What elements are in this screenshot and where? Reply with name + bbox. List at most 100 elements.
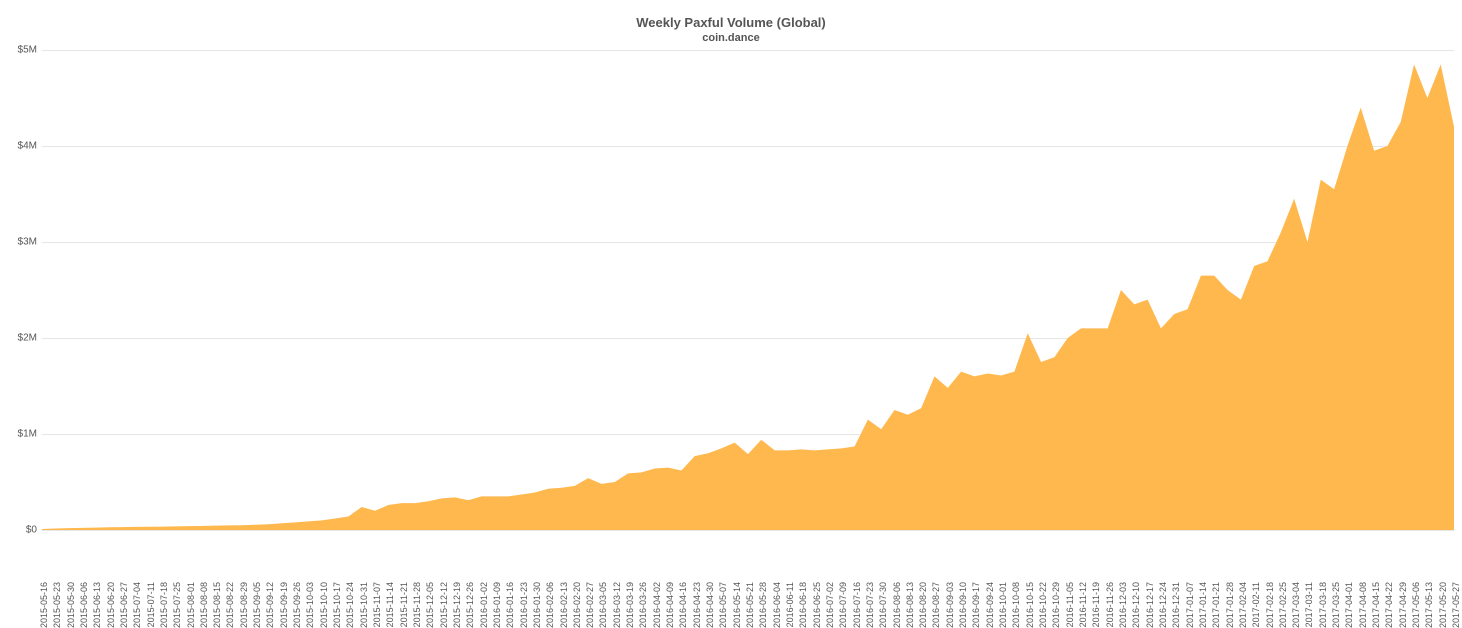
chart-container: Weekly Paxful Volume (Global) coin.dance… [0, 0, 1462, 585]
x-tick-label: 2017-05-20 [1438, 582, 1448, 628]
chart-title: Weekly Paxful Volume (Global) [0, 15, 1462, 30]
x-tick-label: 2015-10-10 [319, 582, 329, 628]
x-tick-label: 2016-03-05 [598, 582, 608, 628]
x-tick-label: 2015-06-06 [79, 582, 89, 628]
x-tick-label: 2017-02-11 [1251, 582, 1261, 627]
area-fill [42, 64, 1454, 530]
x-tick-label: 2016-08-20 [918, 582, 928, 628]
x-tick-label: 2016-08-27 [931, 582, 941, 628]
x-tick-label: 2016-01-30 [532, 582, 542, 628]
x-tick-label: 2016-12-03 [1118, 582, 1128, 628]
x-tick-label: 2016-03-12 [612, 582, 622, 628]
x-tick-label: 2016-08-13 [905, 582, 915, 628]
x-tick-label: 2015-12-19 [452, 582, 462, 628]
x-tick-label: 2017-04-08 [1358, 582, 1368, 628]
x-tick-label: 2016-12-10 [1131, 582, 1141, 628]
y-tick-label: $3M [18, 237, 37, 248]
x-tick-label: 2016-09-10 [958, 582, 968, 628]
x-tick-label: 2015-07-18 [159, 582, 169, 628]
x-tick-label: 2017-03-11 [1304, 582, 1314, 627]
x-tick-label: 2015-12-05 [425, 582, 435, 628]
x-tick-label: 2016-09-17 [971, 582, 981, 628]
x-tick-label: 2016-06-04 [772, 582, 782, 628]
chart-subtitle: coin.dance [0, 32, 1462, 44]
y-tick-label: $0 [26, 525, 37, 536]
x-tick-label: 2016-06-18 [798, 582, 808, 628]
x-tick-label: 2015-08-29 [239, 582, 249, 628]
x-tick-label: 2016-10-01 [998, 582, 1008, 628]
x-tick-label: 2015-07-04 [132, 582, 142, 628]
x-tick-label: 2017-01-07 [1185, 582, 1195, 628]
x-tick-label: 2015-09-26 [292, 582, 302, 628]
x-tick-label: 2017-01-21 [1211, 582, 1221, 628]
x-tick-label: 2016-04-02 [652, 582, 662, 628]
x-tick-label: 2015-10-24 [345, 582, 355, 628]
x-tick-label: 2016-12-24 [1158, 582, 1168, 628]
x-tick-label: 2016-01-09 [492, 582, 502, 628]
x-tick-label: 2016-10-22 [1038, 582, 1048, 628]
x-tick-label: 2015-09-19 [279, 582, 289, 628]
x-tick-label: 2015-10-03 [305, 582, 315, 628]
x-tick-label: 2015-08-15 [212, 582, 222, 628]
y-axis: $0$1M$2M$3M$4M$5M [0, 50, 42, 530]
x-tick-label: 2015-08-08 [199, 582, 209, 628]
x-tick-label: 2016-05-21 [745, 582, 755, 628]
area-svg [42, 50, 1454, 530]
x-tick-label: 2017-01-28 [1225, 582, 1235, 628]
x-tick-label: 2015-11-28 [412, 582, 422, 627]
x-tick-label: 2017-04-29 [1398, 582, 1408, 628]
x-tick-label: 2016-11-12 [1078, 582, 1088, 627]
x-tick-label: 2016-07-23 [865, 582, 875, 628]
x-tick-label: 2016-05-07 [718, 582, 728, 628]
x-tick-label: 2017-02-18 [1265, 582, 1275, 628]
x-tick-label: 2016-11-26 [1105, 582, 1115, 627]
x-tick-label: 2016-01-23 [519, 582, 529, 628]
x-axis: 2015-05-162015-05-232015-05-302015-06-06… [42, 530, 1454, 585]
x-tick-label: 2015-07-11 [146, 582, 156, 627]
x-tick-label: 2015-11-21 [399, 582, 409, 627]
x-tick-label: 2017-01-14 [1198, 582, 1208, 628]
x-tick-label: 2015-05-23 [52, 582, 62, 628]
x-tick-label: 2016-01-02 [479, 582, 489, 628]
x-tick-label: 2017-03-18 [1318, 582, 1328, 628]
y-tick-label: $4M [18, 141, 37, 152]
x-tick-label: 2016-01-16 [505, 582, 515, 628]
x-tick-label: 2015-12-12 [439, 582, 449, 628]
x-tick-label: 2016-04-16 [678, 582, 688, 628]
x-tick-label: 2016-12-17 [1145, 582, 1155, 628]
x-tick-label: 2016-05-28 [758, 582, 768, 628]
x-tick-label: 2015-05-16 [39, 582, 49, 628]
x-tick-label: 2016-07-02 [825, 582, 835, 628]
y-tick-label: $2M [18, 333, 37, 344]
x-tick-label: 2016-10-08 [1011, 582, 1021, 628]
x-tick-label: 2015-11-14 [385, 582, 395, 627]
x-tick-label: 2016-05-14 [732, 582, 742, 628]
x-tick-label: 2016-08-06 [892, 582, 902, 628]
y-tick-label: $5M [18, 45, 37, 56]
x-tick-label: 2016-04-09 [665, 582, 675, 628]
x-tick-label: 2017-02-04 [1238, 582, 1248, 628]
x-tick-label: 2016-12-31 [1171, 582, 1181, 628]
x-tick-label: 2015-06-20 [106, 582, 116, 628]
x-tick-label: 2016-03-19 [625, 582, 635, 628]
x-tick-label: 2017-05-13 [1424, 582, 1434, 628]
x-tick-label: 2016-02-06 [545, 582, 555, 628]
x-tick-label: 2015-11-07 [372, 582, 382, 627]
x-tick-label: 2015-06-13 [92, 582, 102, 628]
x-tick-label: 2016-10-29 [1051, 582, 1061, 628]
x-tick-label: 2015-09-05 [252, 582, 262, 628]
x-tick-label: 2016-11-19 [1091, 582, 1101, 627]
x-tick-label: 2015-08-22 [225, 582, 235, 628]
x-tick-label: 2017-02-25 [1278, 582, 1288, 628]
x-tick-label: 2017-03-25 [1331, 582, 1341, 628]
x-tick-label: 2015-10-17 [332, 582, 342, 628]
x-tick-label: 2017-04-01 [1344, 582, 1354, 628]
x-tick-label: 2017-04-15 [1371, 582, 1381, 628]
plot-area [42, 50, 1454, 530]
x-tick-label: 2015-12-26 [465, 582, 475, 628]
x-tick-label: 2015-05-30 [66, 582, 76, 628]
x-tick-label: 2017-05-06 [1411, 582, 1421, 628]
x-tick-label: 2016-02-27 [585, 582, 595, 628]
y-tick-label: $1M [18, 429, 37, 440]
x-tick-label: 2016-09-03 [945, 582, 955, 628]
